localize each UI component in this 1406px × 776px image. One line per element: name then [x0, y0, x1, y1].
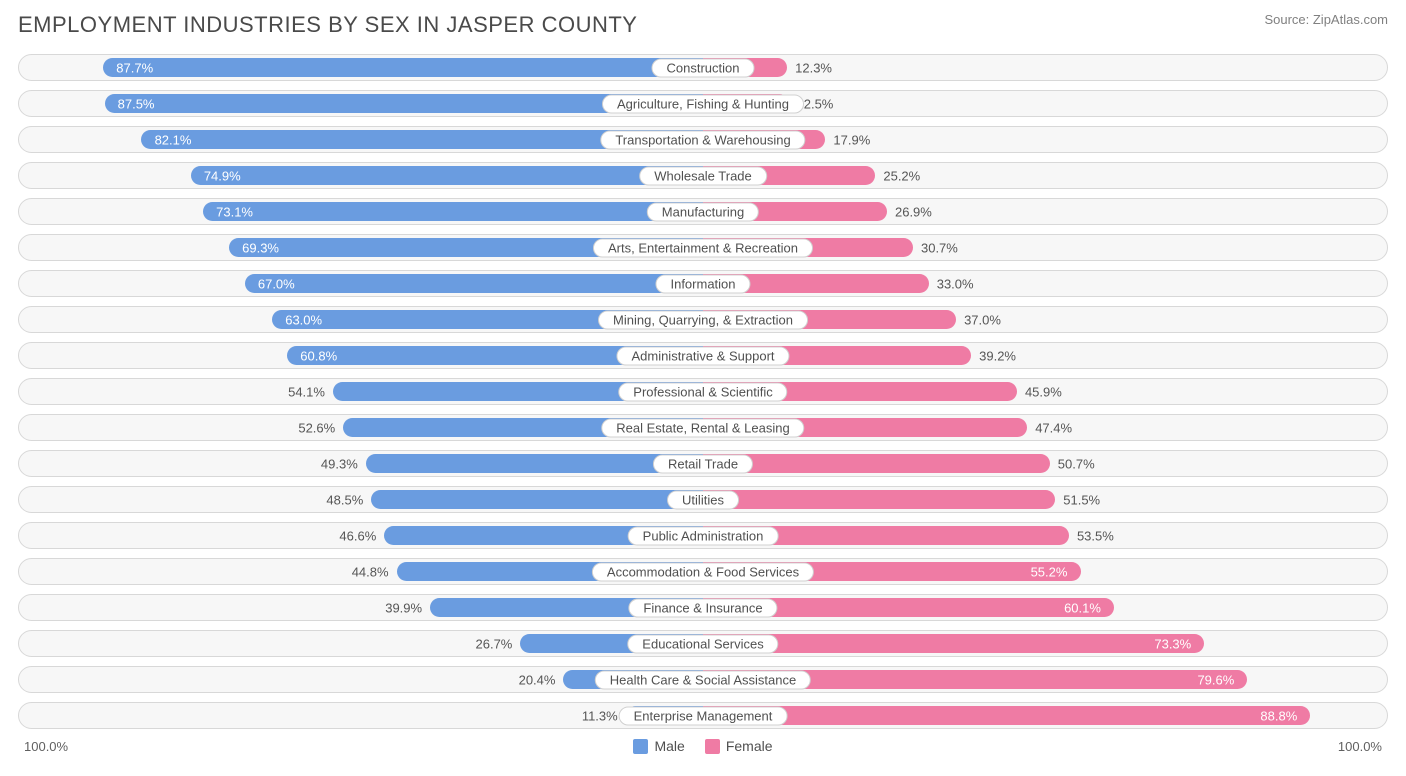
category-label: Construction	[652, 58, 755, 77]
male-pct-label: 73.1%	[216, 204, 253, 219]
chart-row: 74.9% 25.2% Wholesale Trade	[18, 162, 1388, 189]
category-label: Real Estate, Rental & Leasing	[601, 418, 804, 437]
category-label: Utilities	[667, 490, 739, 509]
male-pct-label: 74.9%	[204, 168, 241, 183]
female-pct-label: 55.2%	[1031, 564, 1068, 579]
female-pct-label: 37.0%	[964, 312, 1001, 327]
category-label: Mining, Quarrying, & Extraction	[598, 310, 808, 329]
male-pct-label: 26.7%	[476, 636, 513, 651]
female-pct-label: 39.2%	[979, 348, 1016, 363]
category-label: Manufacturing	[647, 202, 759, 221]
legend-male-label: Male	[654, 738, 684, 754]
female-pct-label: 88.8%	[1260, 708, 1297, 723]
category-label: Wholesale Trade	[639, 166, 767, 185]
chart-row: 60.8% 39.2% Administrative & Support	[18, 342, 1388, 369]
chart-row: 48.5% 51.5% Utilities	[18, 486, 1388, 513]
female-pct-label: 17.9%	[833, 132, 870, 147]
female-pct-label: 25.2%	[883, 168, 920, 183]
chart-row: 26.7% 73.3% Educational Services	[18, 630, 1388, 657]
female-pct-label: 33.0%	[937, 276, 974, 291]
male-pct-label: 49.3%	[321, 456, 358, 471]
female-pct-label: 73.3%	[1154, 636, 1191, 651]
category-label: Transportation & Warehousing	[600, 130, 805, 149]
male-bar	[245, 274, 703, 293]
legend-female: Female	[705, 738, 773, 754]
female-bar	[703, 706, 1310, 725]
legend-female-label: Female	[726, 738, 773, 754]
category-label: Health Care & Social Assistance	[595, 670, 811, 689]
female-pct-label: 26.9%	[895, 204, 932, 219]
category-label: Finance & Insurance	[628, 598, 777, 617]
chart-row: 63.0% 37.0% Mining, Quarrying, & Extractio…	[18, 306, 1388, 333]
chart-row: 44.8% 55.2% Accommodation & Food Services	[18, 558, 1388, 585]
category-label: Professional & Scientific	[618, 382, 787, 401]
axis-left-label: 100.0%	[24, 739, 68, 754]
male-pct-label: 39.9%	[385, 600, 422, 615]
female-bar	[703, 490, 1055, 509]
male-pct-label: 67.0%	[258, 276, 295, 291]
male-pct-label: 11.3%	[582, 708, 618, 723]
female-pct-label: 12.3%	[795, 60, 832, 75]
category-label: Information	[655, 274, 750, 293]
chart-footer: 100.0% Male Female 100.0%	[18, 738, 1388, 754]
female-pct-label: 45.9%	[1025, 384, 1062, 399]
female-pct-label: 53.5%	[1077, 528, 1114, 543]
chart-title: EMPLOYMENT INDUSTRIES BY SEX IN JASPER C…	[18, 12, 637, 38]
male-swatch	[633, 739, 648, 754]
chart-header: EMPLOYMENT INDUSTRIES BY SEX IN JASPER C…	[18, 12, 1388, 38]
axis-right-label: 100.0%	[1338, 739, 1382, 754]
chart-row: 20.4% 79.6% Health Care & Social Assistanc…	[18, 666, 1388, 693]
female-swatch	[705, 739, 720, 754]
legend: Male Female	[633, 738, 772, 754]
male-pct-label: 20.4%	[519, 672, 556, 687]
category-label: Public Administration	[628, 526, 779, 545]
male-pct-label: 48.5%	[326, 492, 363, 507]
female-pct-label: 60.1%	[1064, 600, 1101, 615]
chart-row: 11.3% 88.8% Enterprise Management	[18, 702, 1388, 729]
female-pct-label: 79.6%	[1197, 672, 1234, 687]
female-pct-label: 51.5%	[1063, 492, 1100, 507]
male-bar	[103, 58, 703, 77]
category-label: Agriculture, Fishing & Hunting	[602, 94, 804, 113]
category-label: Educational Services	[627, 634, 778, 653]
category-label: Accommodation & Food Services	[592, 562, 814, 581]
chart-area: 87.7% 12.3% Construction 87.5%12.5%Agricult…	[18, 54, 1388, 729]
male-pct-label: 63.0%	[285, 312, 322, 327]
male-bar	[191, 166, 703, 185]
chart-row: 87.5%12.5%Agriculture, Fishing & Hunting	[18, 90, 1388, 117]
chart-row: 73.1% 26.9% Manufacturing	[18, 198, 1388, 225]
male-bar	[371, 490, 703, 509]
chart-row: 39.9% 60.1% Finance & Insurance	[18, 594, 1388, 621]
male-pct-label: 82.1%	[155, 132, 192, 147]
male-pct-label: 87.5%	[118, 96, 155, 111]
chart-row: 69.3% 30.7% Arts, Entertainment & Recreati…	[18, 234, 1388, 261]
category-label: Administrative & Support	[616, 346, 789, 365]
chart-row: 67.0% 33.0% Information	[18, 270, 1388, 297]
male-pct-label: 54.1%	[288, 384, 325, 399]
category-label: Retail Trade	[653, 454, 753, 473]
chart-source: Source: ZipAtlas.com	[1264, 12, 1388, 27]
chart-row: 46.6% 53.5% Public Administration	[18, 522, 1388, 549]
male-pct-label: 52.6%	[298, 420, 335, 435]
female-pct-label: 47.4%	[1035, 420, 1072, 435]
male-pct-label: 60.8%	[300, 348, 337, 363]
male-pct-label: 69.3%	[242, 240, 279, 255]
female-pct-label: 50.7%	[1058, 456, 1095, 471]
male-pct-label: 87.7%	[116, 60, 153, 75]
category-label: Enterprise Management	[619, 706, 788, 725]
chart-row: 52.6% 47.4% Real Estate, Rental & Leasing	[18, 414, 1388, 441]
chart-row: 49.3% 50.7% Retail Trade	[18, 450, 1388, 477]
male-pct-label: 44.8%	[352, 564, 389, 579]
chart-row: 87.7% 12.3% Construction	[18, 54, 1388, 81]
male-bar	[203, 202, 703, 221]
female-pct-label: 30.7%	[921, 240, 958, 255]
category-label: Arts, Entertainment & Recreation	[593, 238, 813, 257]
male-pct-label: 46.6%	[339, 528, 376, 543]
female-bar	[703, 454, 1050, 473]
legend-male: Male	[633, 738, 684, 754]
chart-row: 82.1% 17.9% Transportation & Warehousing	[18, 126, 1388, 153]
chart-row: 54.1% 45.9% Professional & Scientific	[18, 378, 1388, 405]
